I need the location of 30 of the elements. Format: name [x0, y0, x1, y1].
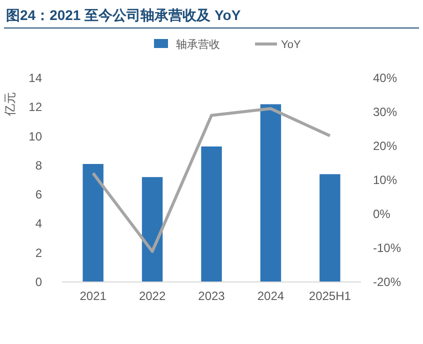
x-tick-label: 2021 [80, 289, 107, 303]
x-tick-label: 2025H1 [308, 289, 352, 303]
legend-label: 轴承营收 [176, 38, 220, 51]
bar [142, 177, 163, 282]
y2-tick-label: 20% [373, 139, 398, 153]
y-tick-label: 10 [28, 129, 42, 144]
y2-tick-label: 30% [373, 105, 398, 119]
y2-tick-label: 0% [373, 207, 391, 221]
y2-tick-label: 10% [373, 173, 398, 187]
y-tick-label: 0 [35, 275, 42, 289]
x-tick-label: 2023 [198, 289, 226, 303]
y2-tick-label: -20% [373, 275, 402, 289]
y2-tick-label: -10% [373, 241, 402, 255]
bar [82, 164, 104, 282]
y-tick-label: 14 [28, 71, 42, 85]
y-tick-label: 4 [35, 216, 42, 231]
chart-title: 图24：2021 至今公司轴承营收及 YoY [6, 7, 242, 23]
y2-tick-label: 40% [373, 71, 398, 85]
bar [320, 174, 340, 282]
bar [260, 104, 282, 282]
y-axis-title: 亿元 [3, 92, 17, 117]
bar [201, 146, 222, 282]
legend-label: YoY [281, 39, 302, 51]
y-tick-label: 12 [28, 100, 42, 114]
x-tick-label: 2024 [257, 289, 284, 303]
y-tick-label: 6 [35, 188, 42, 202]
x-tick-label: 2022 [138, 289, 166, 303]
y-tick-label: 2 [35, 246, 42, 260]
line-series [92, 107, 332, 253]
y-tick-label: 8 [35, 158, 42, 172]
